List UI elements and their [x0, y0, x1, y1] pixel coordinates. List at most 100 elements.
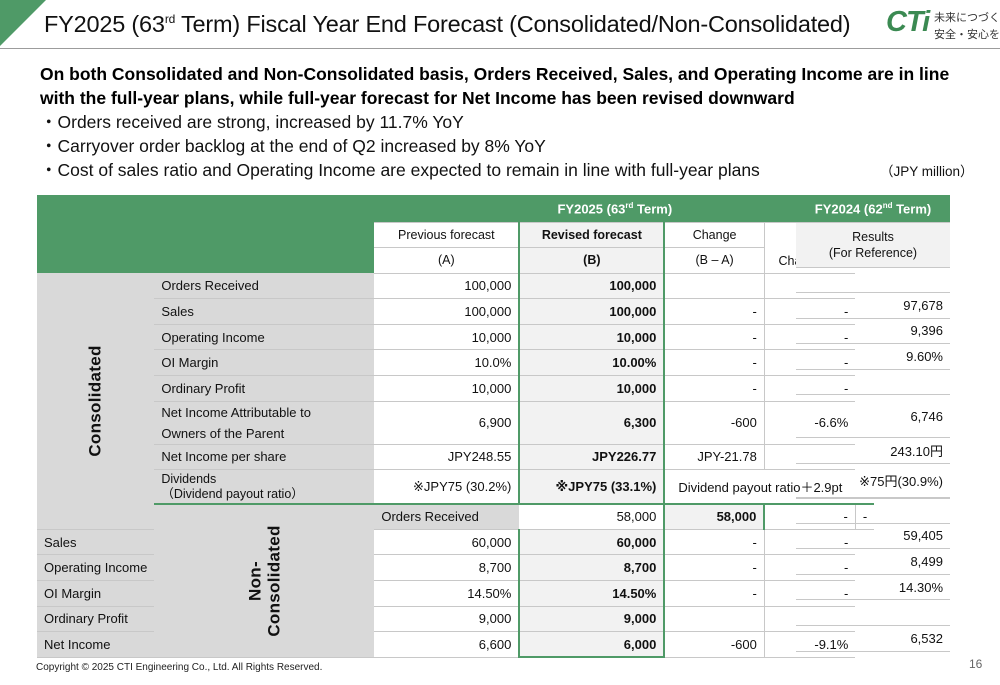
- row-label: Orders Received: [374, 502, 520, 530]
- corner-accent-triangle: [0, 0, 46, 46]
- change-value: -: [664, 580, 765, 607]
- summary-bullets: ・Orders received are strong, increased b…: [40, 111, 760, 182]
- ref-value: 6,532: [796, 625, 950, 652]
- revised-value: 10,000: [518, 324, 666, 351]
- prev-value: 58,000: [519, 502, 665, 530]
- change-value: -: [664, 375, 765, 402]
- prev-value: ※JPY75 (30.2%): [374, 469, 520, 505]
- col-prev-forecast-sub: (A): [374, 247, 520, 274]
- table-row: 6,746: [796, 394, 950, 439]
- ref-value: 243.10円: [796, 437, 950, 465]
- ref-value: [796, 267, 950, 294]
- table-row: 243.10円: [796, 437, 950, 465]
- ref-subheader-row: Results (For Reference): [796, 222, 950, 268]
- table-row: 59,405: [796, 523, 950, 550]
- bullet-item: ・Carryover order backlog at the end of Q…: [40, 135, 546, 156]
- logo-tagline-1: 未来につづく: [934, 12, 1000, 24]
- prev-value: 8,700: [374, 554, 520, 582]
- summary-headline: On both Consolidated and Non-Consolidate…: [40, 64, 950, 108]
- table-subheader-row-2: (A) (B) (B – A): [37, 247, 874, 274]
- revised-value: 6,000: [518, 631, 666, 659]
- revised-value: 58,000: [663, 502, 766, 530]
- row-label: Dividends （Dividend payout ratio）: [154, 469, 375, 505]
- table-row: OI Margin 10.0% 10.00% - -: [37, 349, 874, 377]
- change-value: [664, 606, 765, 633]
- ref-value: [796, 369, 950, 396]
- fy2025-header: FY2025 (63rd Term): [374, 195, 856, 223]
- ref-value: ※75円(30.9%): [796, 463, 950, 499]
- revised-value: 60,000: [518, 529, 666, 556]
- revised-value: JPY226.77: [518, 444, 666, 471]
- table-row: Ordinary Profit 9,000 9,000: [37, 606, 874, 633]
- bullet-item: ・Cost of sales ratio and Operating Incom…: [40, 159, 760, 180]
- col-change-sub: (B – A): [664, 247, 765, 274]
- table-row: Operating Income 10,000 10,000 - -: [37, 324, 874, 351]
- change-value: -: [664, 298, 765, 325]
- fy2024-header: FY2024 (62nd Term): [796, 195, 950, 223]
- row-label: Operating Income: [37, 554, 155, 582]
- change-value: -: [664, 529, 765, 556]
- ref-value: 14.30%: [796, 574, 950, 601]
- revised-value: 10,000: [518, 375, 666, 402]
- prev-value: 100,000: [374, 273, 520, 300]
- table-row: Ordinary Profit 10,000 10,000 - -: [37, 375, 874, 402]
- ref-value: 9,396: [796, 318, 950, 345]
- ref-col-results: Results (For Reference): [796, 222, 950, 268]
- row-label: OI Margin: [154, 349, 375, 377]
- col-prev-forecast: Previous forecast: [374, 222, 520, 249]
- change-value: -600: [664, 631, 765, 658]
- col-revised-forecast-sub: (B): [518, 247, 666, 274]
- logo-mark: CTi: [886, 6, 930, 38]
- table-row: Net Income per share JPY248.55 JPY226.77…: [37, 444, 874, 471]
- revised-value: 14.50%: [518, 580, 666, 607]
- table-row: ※75円(30.9%): [796, 463, 950, 499]
- ref-value: 97,678: [796, 292, 950, 319]
- table-row: [796, 599, 950, 627]
- prev-value: 9,000: [374, 606, 520, 633]
- row-label: Orders Received: [154, 273, 375, 300]
- prev-value: 60,000: [374, 529, 520, 556]
- row-label: Ordinary Profit: [37, 606, 155, 633]
- forecast-table: FY2025 (63rd Term) Previous forecast Rev…: [37, 195, 875, 659]
- table-row: 8,499: [796, 548, 950, 575]
- page-title: FY2025 (63rd Term) Fiscal Year End Forec…: [44, 11, 851, 37]
- table-row: [796, 267, 950, 294]
- row-label: Net Income per share: [154, 444, 375, 471]
- ref-value: 8,499: [796, 548, 950, 575]
- change-value: -: [664, 349, 765, 377]
- change-value: [664, 273, 765, 300]
- table-row: 6,532: [796, 625, 950, 652]
- row-label: OI Margin: [37, 580, 155, 607]
- row-label: Net Income: [37, 631, 155, 658]
- header-corner: [37, 195, 375, 274]
- ref-value: 9.60%: [796, 343, 950, 370]
- title-divider: [0, 48, 1000, 49]
- ref-value: [796, 496, 950, 524]
- table-row: Non- Consolidated Orders Received 58,000 …: [37, 502, 875, 658]
- page-number: 16: [969, 657, 983, 671]
- table-row: 9,396: [796, 318, 950, 345]
- revised-value: ※JPY75 (33.1%): [518, 469, 666, 505]
- row-label: Sales: [37, 529, 155, 556]
- col-revised-forecast: Revised forecast: [518, 222, 666, 249]
- table-row: 14.30%: [796, 574, 950, 601]
- prev-value: 14.50%: [374, 580, 520, 607]
- table-row: Net Income 6,600 6,000 -600 -9.1%: [37, 631, 874, 659]
- row-label: Net Income Attributable to Owners of the …: [154, 401, 375, 445]
- revised-value: 6,300: [518, 401, 666, 445]
- table-header-row: FY2025 (63rd Term): [37, 195, 874, 274]
- ref-value: [796, 599, 950, 627]
- prev-value: 10,000: [374, 324, 520, 351]
- table-row: Dividends （Dividend payout ratio） ※JPY75 …: [37, 469, 874, 505]
- table-row: Net Income Attributable to Owners of the …: [37, 401, 874, 445]
- change-value: -600: [664, 401, 765, 445]
- table-row: Sales 100,000 100,000 - -: [37, 298, 874, 325]
- revised-value: 100,000: [518, 298, 666, 325]
- ref-header-row: FY2024 (62nd Term): [796, 195, 950, 223]
- change-value: -: [664, 324, 765, 351]
- company-logo: CTi 未来につづく 安全・安心を: [886, 6, 1000, 44]
- revised-value: 100,000: [518, 273, 666, 300]
- ref-value: 59,405: [796, 523, 950, 550]
- prev-value: 10.0%: [374, 349, 520, 377]
- change-value: -: [664, 554, 765, 582]
